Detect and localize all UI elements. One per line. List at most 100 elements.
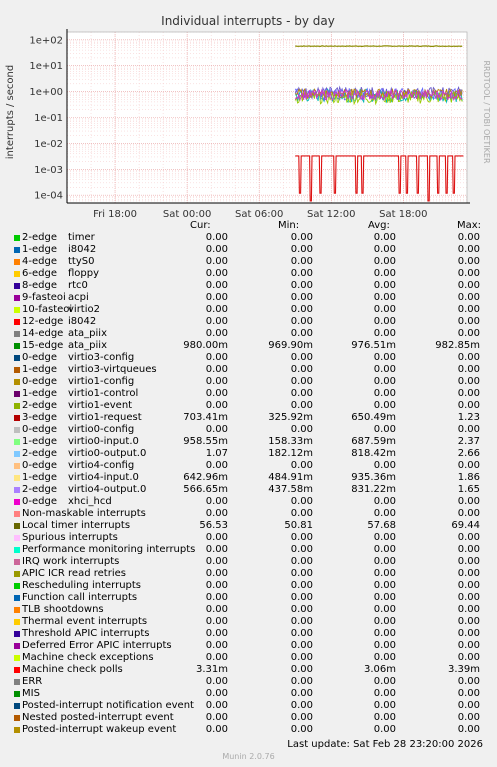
legend-avg: 0.00	[373, 376, 396, 387]
legend-swatch	[14, 247, 20, 253]
legend-row: 10-fasteoi virtio2 0.00 0.00 0.00 0.00	[14, 304, 497, 316]
legend-row: 1-edge virtio1-control 0.00 0.00 0.00 0.00	[14, 388, 497, 400]
x-tick-label: Fri 18:00	[93, 209, 137, 220]
legend-cur: 0.00	[205, 676, 228, 687]
legend-swatch	[14, 379, 20, 385]
legend-swatch	[14, 427, 20, 433]
legend-max: 2.37	[457, 436, 480, 447]
legend-swatch	[14, 655, 20, 661]
legend-row: 3-edge virtio1-request 703.41m 325.92m 650.4…	[14, 412, 497, 424]
legend-swatch	[14, 259, 20, 265]
legend-min: 0.00	[290, 568, 313, 579]
legend-description: virtio1-request	[68, 412, 142, 423]
legend-max: 2.66	[457, 448, 480, 459]
legend-name: Posted-interrupt wakeup event	[22, 724, 177, 735]
legend-cur: 0.00	[205, 580, 228, 591]
legend-avg: 0.00	[373, 352, 396, 363]
legend-avg: 0.00	[373, 460, 396, 471]
legend-name: Deferred Error APIC interrupts	[22, 640, 172, 651]
legend-row: 2-edge virtio1-event 0.00 0.00 0.00 0.00	[14, 400, 497, 412]
legend-max: 0.00	[457, 400, 480, 411]
legend-row: 12-edge i8042 0.00 0.00 0.00 0.00	[14, 316, 497, 328]
legend-min: 0.00	[290, 364, 313, 375]
legend-avg: 976.51m	[351, 340, 396, 351]
legend-swatch	[14, 451, 20, 457]
legend-max: 0.00	[457, 292, 480, 303]
legend-name: 2-edge	[22, 232, 57, 243]
legend-name: 1-edge	[22, 364, 57, 375]
legend-max: 0.00	[457, 364, 480, 375]
legend-name: 1-edge	[22, 388, 57, 399]
legend-name: 2-edge	[22, 448, 57, 459]
rrdtool-credit: RRDTOOL / TOBI OETIKER	[482, 60, 491, 163]
legend-max: 0.00	[457, 532, 480, 543]
col-header-avg: Avg:	[368, 220, 390, 231]
legend-row: ERR 0.00 0.00 0.00 0.00	[14, 676, 497, 688]
legend-name: 10-fasteoi	[22, 304, 73, 315]
legend-min: 0.00	[290, 700, 313, 711]
legend-max: 69.44	[451, 520, 480, 531]
legend-row: 1-edge i8042 0.00 0.00 0.00 0.00	[14, 244, 497, 256]
legend-avg: 3.06m	[363, 664, 396, 675]
legend-row: Threshold APIC interrupts 0.00 0.00 0.00 0.0…	[14, 628, 497, 640]
legend-name: Thermal event interrupts	[22, 616, 148, 627]
legend-name: 2-edge	[22, 400, 57, 411]
legend-name: 0-edge	[22, 460, 57, 471]
legend-avg: 0.00	[373, 652, 396, 663]
legend-min: 0.00	[290, 292, 313, 303]
legend-swatch	[14, 643, 20, 649]
x-tick-label: Sat 00:00	[163, 209, 211, 220]
legend-avg: 0.00	[373, 556, 396, 567]
legend-name: 1-edge	[22, 472, 57, 483]
legend-avg: 831.22m	[351, 484, 396, 495]
legend-avg: 0.00	[373, 688, 396, 699]
legend-max: 0.00	[457, 712, 480, 723]
legend-min: 0.00	[290, 676, 313, 687]
legend-min: 0.00	[290, 640, 313, 651]
legend-cur: 0.00	[205, 316, 228, 327]
legend-description: virtio4-config	[68, 460, 135, 471]
legend-row: IRQ work interrupts 0.00 0.00 0.00 0.00	[14, 556, 497, 568]
legend-avg: 0.00	[373, 712, 396, 723]
legend-row: Spurious interrupts 0.00 0.00 0.00 0.00	[14, 532, 497, 544]
legend-avg: 0.00	[373, 292, 396, 303]
legend-max: 0.00	[457, 256, 480, 267]
legend-max: 982.85m	[435, 340, 480, 351]
legend-swatch	[14, 487, 20, 493]
legend-cur: 1.07	[205, 448, 228, 459]
legend-cur: 0.00	[205, 712, 228, 723]
legend-min: 0.00	[290, 280, 313, 291]
legend-min: 0.00	[290, 496, 313, 507]
legend-name: Rescheduling interrupts	[22, 580, 142, 591]
legend-max: 0.00	[457, 424, 480, 435]
legend-row: Machine check exceptions 0.00 0.00 0.00 0.00	[14, 652, 497, 664]
legend-row: Function call interrupts 0.00 0.00 0.00 0.00	[14, 592, 497, 604]
legend-swatch	[14, 295, 20, 301]
legend-row: 15-edge ata_piix 980.00m 969.90m 976.51m 982.…	[14, 340, 497, 352]
legend-avg: 0.00	[373, 496, 396, 507]
legend-description: virtio1-config	[68, 376, 135, 387]
legend-row: 1-edge virtio4-input.0 642.96m 484.91m 935.3…	[14, 472, 497, 484]
legend-swatch	[14, 475, 20, 481]
legend-min: 0.00	[290, 724, 313, 735]
legend-avg: 0.00	[373, 532, 396, 543]
y-tick-label: 1e+02	[29, 35, 63, 46]
legend-max: 0.00	[457, 568, 480, 579]
legend-avg: 0.00	[373, 328, 396, 339]
legend-min: 0.00	[290, 400, 313, 411]
legend-row: 6-edge floppy 0.00 0.00 0.00 0.00	[14, 268, 497, 280]
legend-cur: 0.00	[205, 244, 228, 255]
legend-name: MIS	[22, 688, 40, 699]
legend-name: 0-edge	[22, 376, 57, 387]
legend-swatch	[14, 391, 20, 397]
legend-swatch	[14, 547, 20, 553]
y-tick-label: 1e+01	[29, 61, 63, 72]
legend-name: Performance monitoring interrupts	[22, 544, 196, 555]
legend-description: virtio2	[68, 304, 100, 315]
legend-avg: 0.00	[373, 364, 396, 375]
legend-swatch	[14, 535, 20, 541]
legend-name: 0-edge	[22, 352, 57, 363]
legend-name: Local timer interrupts	[22, 520, 131, 531]
legend-row: Performance monitoring interrupts 0.00 0.0…	[14, 544, 497, 556]
legend-description: timer	[68, 232, 95, 243]
